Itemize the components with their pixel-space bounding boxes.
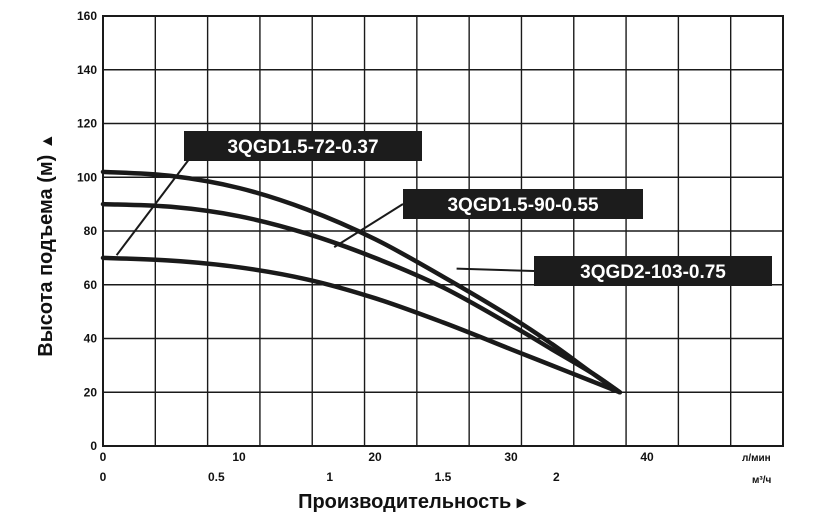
series-line-3 xyxy=(100,255,623,395)
y-tick-label: 80 xyxy=(84,224,98,238)
series-label-text: 3QGD1.5-72-0.37 xyxy=(227,137,378,158)
series-label-box xyxy=(184,131,422,161)
y-tick-label: 0 xyxy=(90,439,97,453)
series-label-box xyxy=(534,256,772,286)
x-primary-tick-label: 0 xyxy=(100,450,107,464)
series-label-3: 3QGD2-103-0.75 xyxy=(456,256,772,286)
x-secondary-unit: м³/ч xyxy=(752,475,772,486)
x-secondary-tick-label: 2 xyxy=(553,470,560,484)
y-tick-label: 120 xyxy=(77,117,97,131)
series-label-1: 3QGD1.5-72-0.37 xyxy=(115,131,422,256)
series-label-leader xyxy=(456,267,535,272)
series-label-2: 3QGD1.5-90-0.55 xyxy=(333,189,643,248)
x-secondary-tick-label: 1.5 xyxy=(435,470,452,484)
x-tick-labels: 0 10 20 30 40 0 0.5 1 1.5 2 xyxy=(100,450,654,484)
curves xyxy=(100,169,623,395)
series-label-text: 3QGD2-103-0.75 xyxy=(580,262,726,283)
y-tick-labels: 0 20 40 60 80 100 120 140 160 xyxy=(77,9,97,453)
y-tick-label: 40 xyxy=(84,332,98,346)
x-primary-unit: л/мин xyxy=(742,453,771,464)
x-primary-tick-label: 40 xyxy=(640,450,654,464)
series-label-text: 3QGD1.5-90-0.55 xyxy=(447,195,598,216)
series-label-leader xyxy=(333,203,404,248)
y-tick-label: 100 xyxy=(77,170,97,184)
series-label-box xyxy=(403,189,643,219)
x-primary-tick-label: 20 xyxy=(368,450,382,464)
y-axis-title: Высота подъема (м) ▲ xyxy=(35,133,57,356)
x-secondary-tick-label: 1 xyxy=(326,470,333,484)
grid xyxy=(102,15,784,447)
series-line-1 xyxy=(100,169,623,395)
x-primary-tick-label: 10 xyxy=(232,450,246,464)
x-secondary-tick-label: 0 xyxy=(100,470,107,484)
y-tick-label: 20 xyxy=(84,385,98,399)
series-label-leader xyxy=(115,157,191,256)
series-line-2 xyxy=(100,201,623,395)
plot-frame xyxy=(102,15,784,447)
y-tick-label: 60 xyxy=(84,278,98,292)
y-tick-label: 160 xyxy=(77,9,97,23)
y-tick-label: 140 xyxy=(77,63,97,77)
x-secondary-tick-label: 0.5 xyxy=(208,470,225,484)
x-primary-tick-label: 30 xyxy=(504,450,518,464)
callouts: 3QGD1.5-72-0.37 3QGD1.5-90-0.55 3QGD2-103-… xyxy=(115,131,772,286)
x-axis-title: Производительность ▸ xyxy=(298,491,527,513)
